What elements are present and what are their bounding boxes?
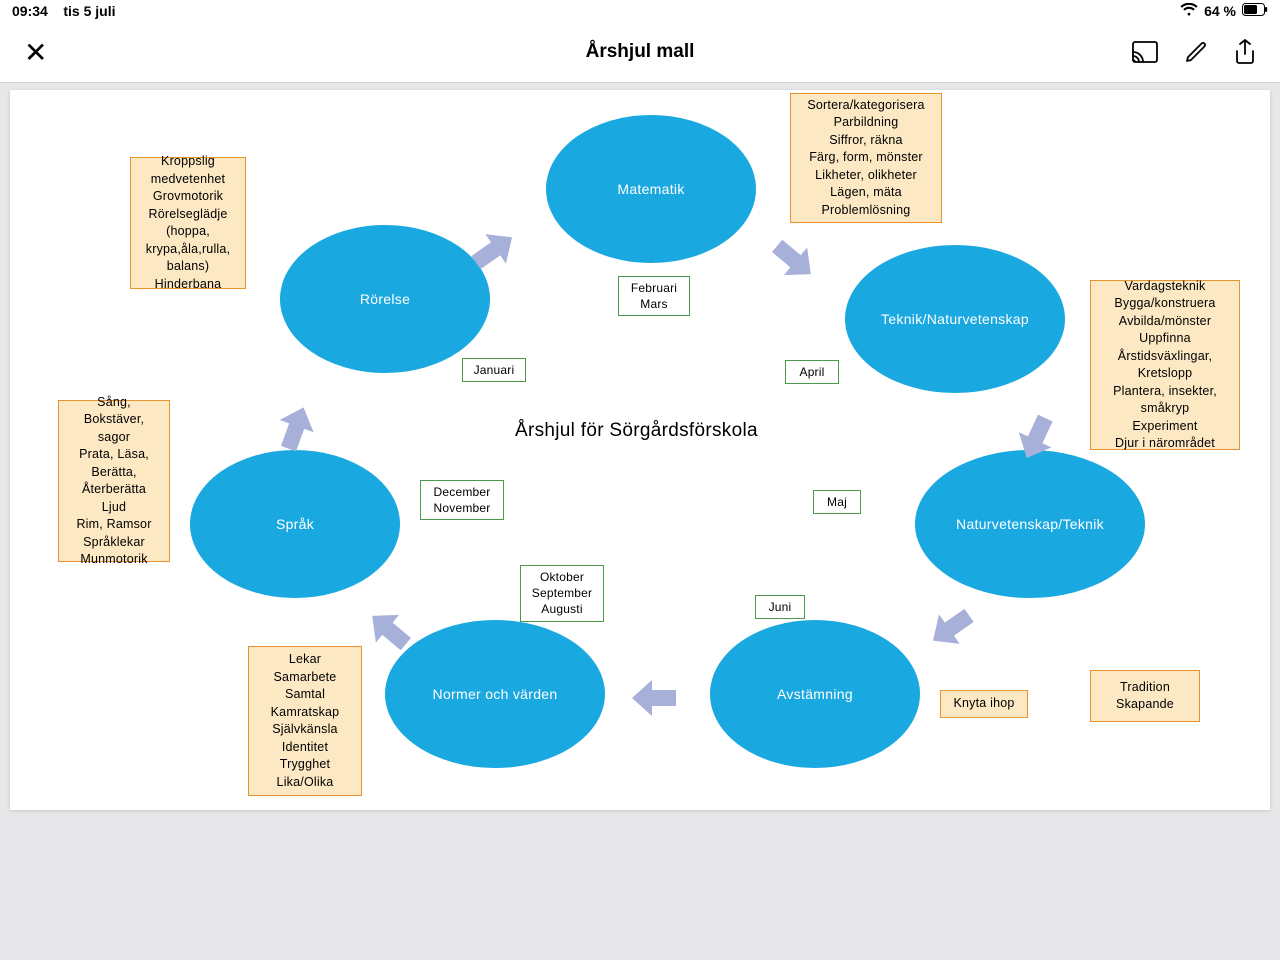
arrow-1 (760, 229, 826, 294)
battery-pct: 64 % (1204, 3, 1236, 19)
status-bar: 09:34 tis 5 juli 64 % (0, 0, 1280, 22)
month-apr: April (785, 360, 839, 384)
diagram-canvas: Årshjul för Sörgårdsförskola Matematik Te… (10, 90, 1270, 810)
ellipse-naturvet: Naturvetenskap/Teknik (915, 450, 1145, 598)
note-matematik-note: Sortera/kategoriseraParbildningSiffror, … (790, 93, 942, 223)
note-sprak-note: Sång, Bokstäver,sagorPrata, Läsa,Berätta… (58, 400, 170, 562)
edit-icon[interactable] (1184, 40, 1208, 64)
cast-icon[interactable] (1132, 41, 1158, 63)
month-feb-mar: FebruariMars (618, 276, 690, 316)
ellipse-teknik: Teknik/Naturvetenskap (845, 245, 1065, 393)
month-jan: Januari (462, 358, 526, 382)
arrow-4 (630, 673, 678, 718)
ellipse-sprak: Språk (190, 450, 400, 598)
battery-icon (1242, 3, 1268, 19)
month-maj: Maj (813, 490, 861, 514)
diagram-center-title: Årshjul för Sörgårdsförskola (515, 420, 758, 442)
note-teknik-note: VardagsteknikBygga/konstrueraAvbilda/mön… (1090, 280, 1240, 450)
ellipse-matematik: Matematik (546, 115, 756, 263)
toolbar: ✕ Årshjul mall (0, 22, 1280, 83)
note-normer-note: LekarSamarbeteSamtalKamratskapSjälvkänsl… (248, 646, 362, 796)
arrow-3 (917, 594, 982, 658)
wifi-icon (1180, 3, 1198, 20)
note-rorelse-note: KroppsligmedvetenhetGrovmotorikRörelsegl… (130, 157, 246, 289)
ellipse-normer: Normer och värden (385, 620, 605, 768)
page-title: Årshjul mall (586, 41, 695, 63)
status-date: tis 5 juli (63, 3, 115, 19)
status-time: 09:34 (12, 3, 48, 19)
share-icon[interactable] (1234, 39, 1256, 65)
ellipse-avstamning: Avstämning (710, 620, 920, 768)
note-tradition-note: TraditionSkapande (1090, 670, 1200, 722)
month-jun: Juni (755, 595, 805, 619)
note-knyta-note: Knyta ihop (940, 690, 1028, 718)
close-button[interactable]: ✕ (24, 36, 47, 69)
ellipse-rorelse: Rörelse (280, 225, 490, 373)
month-nov-dec: DecemberNovember (420, 480, 504, 520)
month-aug-okt: OktoberSeptemberAugusti (520, 565, 604, 622)
